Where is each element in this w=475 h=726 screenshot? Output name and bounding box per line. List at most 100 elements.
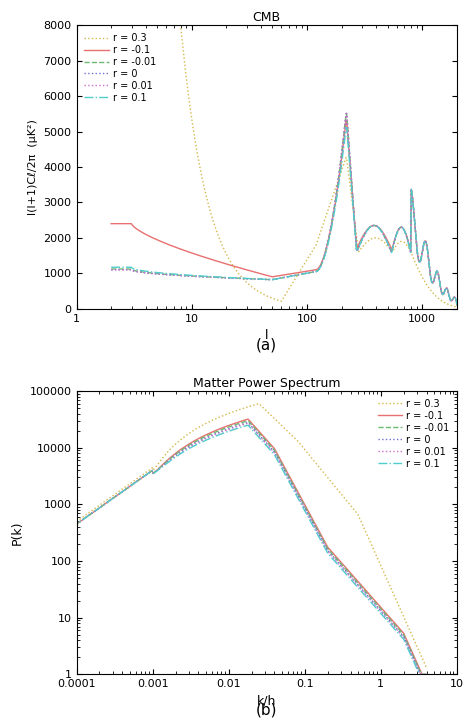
r = 0.3	[238, 404, 244, 413]
Text: (b): (b)	[256, 703, 277, 718]
r = 0.01	[170, 271, 175, 280]
r = 0	[245, 418, 250, 427]
r = 0.01	[424, 670, 429, 679]
r = 0	[260, 435, 266, 444]
r = 0	[344, 109, 350, 118]
Text: (a): (a)	[256, 337, 277, 352]
r = 0.3	[256, 399, 262, 408]
r = 0	[424, 670, 429, 679]
r = -0.01	[108, 265, 114, 274]
r = 0.1	[197, 272, 203, 280]
Line: r = -0.1: r = -0.1	[69, 420, 427, 674]
r = 0.3	[197, 164, 203, 173]
r = 0.01	[238, 421, 244, 430]
r = 0.1	[260, 438, 266, 446]
r = 0.1	[238, 423, 244, 432]
Line: r = 0.01: r = 0.01	[69, 423, 427, 674]
r = -0.01	[419, 670, 425, 679]
r = 0.3	[424, 664, 429, 672]
r = -0.1	[416, 663, 422, 672]
Line: r = 0: r = 0	[111, 113, 457, 305]
r = 0.3	[454, 303, 460, 311]
r = 0.3	[369, 234, 374, 243]
r = -0.01	[170, 270, 175, 279]
r = 0.01	[418, 670, 424, 679]
r = 0.01	[265, 275, 270, 284]
r = 0.3	[280, 422, 285, 431]
r = 0	[280, 462, 285, 471]
Y-axis label: l(l+1)Cℓ/2π  (μK²): l(l+1)Cℓ/2π (μK²)	[28, 119, 38, 215]
r = -0.01	[280, 461, 285, 470]
r = 0.1	[265, 275, 270, 284]
r = -0.01	[360, 584, 366, 593]
r = 0.3	[416, 646, 422, 655]
r = -0.1	[265, 272, 270, 280]
r = -0.01	[236, 419, 242, 428]
r = -0.01	[344, 109, 350, 118]
r = 0.01	[66, 520, 72, 529]
r = 0.1	[280, 465, 285, 474]
Title: Matter Power Spectrum: Matter Power Spectrum	[193, 377, 341, 390]
Line: r = 0.3: r = 0.3	[69, 404, 427, 668]
r = -0.01	[424, 670, 429, 679]
Line: r = -0.01: r = -0.01	[69, 421, 427, 674]
r = -0.1	[66, 520, 72, 529]
r = 0	[312, 267, 318, 276]
r = 0	[339, 145, 345, 154]
r = 0	[170, 271, 175, 280]
Line: r = 0: r = 0	[69, 423, 427, 674]
r = 0	[108, 266, 114, 274]
r = -0.1	[238, 417, 244, 425]
r = -0.01	[312, 267, 318, 276]
r = -0.1	[260, 432, 266, 441]
r = -0.1	[197, 251, 203, 260]
r = -0.1	[312, 266, 318, 274]
Line: r = -0.01: r = -0.01	[111, 113, 457, 305]
r = 0.1	[369, 221, 375, 230]
r = 0	[369, 221, 375, 230]
r = -0.01	[238, 418, 244, 427]
r = -0.1	[170, 242, 175, 250]
r = 0	[197, 272, 203, 281]
r = 0.01	[197, 272, 203, 281]
Legend: r = 0.3, r = -0.1, r = -0.01, r = 0, r = 0.01, r = 0.1: r = 0.3, r = -0.1, r = -0.01, r = 0, r =…	[81, 30, 159, 106]
r = 0.1	[417, 670, 422, 679]
r = -0.1	[339, 150, 345, 159]
r = 0.01	[280, 464, 285, 473]
r = 0.1	[108, 263, 114, 272]
r = -0.01	[369, 221, 375, 230]
r = 0.01	[416, 666, 422, 675]
r = -0.1	[280, 460, 285, 468]
r = -0.1	[369, 221, 375, 230]
r = 0.01	[260, 436, 266, 444]
r = 0.01	[108, 266, 114, 274]
r = 0.1	[312, 267, 318, 276]
r = -0.01	[197, 272, 203, 281]
r = -0.1	[344, 116, 350, 125]
r = -0.1	[245, 415, 250, 424]
r = 0.01	[344, 109, 350, 118]
r = 0.01	[369, 221, 375, 230]
r = 0	[360, 586, 366, 595]
r = 0	[454, 301, 460, 309]
r = 0.01	[245, 419, 250, 428]
X-axis label: k/h: k/h	[257, 695, 276, 708]
r = 0.1	[245, 421, 250, 430]
r = -0.01	[245, 417, 250, 425]
r = -0.01	[66, 520, 72, 529]
r = 0.1	[66, 520, 72, 529]
r = 0.3	[265, 292, 270, 301]
r = 0.3	[66, 517, 72, 526]
r = 0.1	[360, 589, 366, 597]
r = 0.1	[416, 669, 422, 677]
r = 0.1	[170, 269, 175, 278]
r = 0	[238, 420, 244, 429]
Line: r = 0.3: r = 0.3	[111, 0, 457, 307]
r = 0	[236, 421, 242, 430]
r = -0.01	[260, 433, 266, 442]
r = 0	[418, 670, 424, 679]
r = 0	[66, 520, 72, 529]
r = 0.3	[312, 242, 318, 251]
r = 0.3	[360, 521, 366, 530]
Line: r = 0.1: r = 0.1	[111, 127, 457, 305]
